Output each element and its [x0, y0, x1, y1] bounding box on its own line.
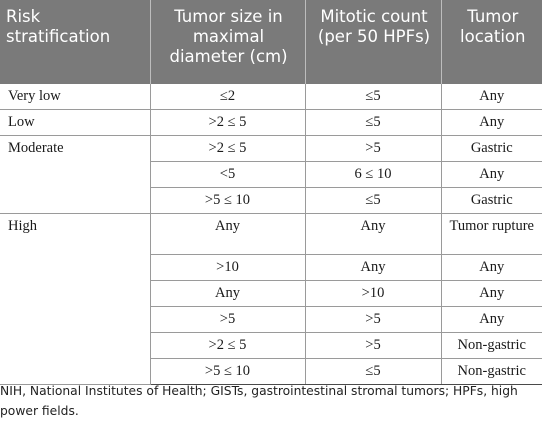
cell-size: >5 ≤ 10 [150, 358, 306, 385]
cell-stratification: Moderate [0, 135, 151, 214]
cell-mitotic: >5 [305, 332, 442, 359]
cell-mitotic: >5 [305, 306, 442, 333]
cell-mitotic: 6 ≤ 10 [305, 161, 442, 188]
table-row: Low >2 ≤ 5 ≤5 Any [0, 109, 542, 136]
cell-mitotic: ≤5 [305, 84, 442, 110]
risk-stratification-table: Risk stratification Tumor size in maxima… [0, 0, 542, 385]
table-header: Risk stratification Tumor size in maxima… [0, 0, 542, 84]
table-row: Any >10 Any [0, 280, 542, 307]
cell-location: Any [441, 109, 542, 136]
cell-size: >10 [150, 254, 306, 281]
cell-mitotic: ≤5 [305, 187, 442, 214]
cell-mitotic: >5 [305, 135, 442, 162]
header-tumor-size: Tumor size in maximal diameter (cm) [150, 0, 306, 84]
table-row: Very low ≤2 ≤5 Any [0, 84, 542, 110]
table-row: >2 ≤ 5 >5 Non-gastric [0, 332, 542, 359]
header-tumor-location: Tumor location [441, 0, 542, 84]
cell-stratification: High [0, 213, 151, 385]
cell-size: >5 ≤ 10 [150, 187, 306, 214]
table-row: >5 >5 Any [0, 306, 542, 333]
table-row: >10 Any Any [0, 254, 542, 281]
cell-location: Non-gastric [441, 332, 542, 359]
cell-mitotic: >10 [305, 280, 442, 307]
cell-location: Gastric [441, 187, 542, 214]
table-row: >5 ≤ 10 ≤5 Non-gastric [0, 358, 542, 385]
cell-mitotic: ≤5 [305, 109, 442, 136]
cell-location: Tumor rupture [441, 213, 542, 255]
table-row: Moderate >2 ≤ 5 >5 Gastric [0, 135, 542, 214]
header-mitotic-count: Mitotic count (per 50 HPFs) [305, 0, 442, 84]
cell-size: >2 ≤ 5 [150, 332, 306, 359]
table-row: High Any Any Tumor rupture [0, 213, 542, 385]
cell-size: >2 ≤ 5 [150, 135, 306, 162]
cell-stratification: Very low [0, 84, 151, 110]
cell-size: >5 [150, 306, 306, 333]
cell-location: Non-gastric [441, 358, 542, 385]
table-body: Very low ≤2 ≤5 Any Low >2 ≤ 5 ≤5 Any Mod… [0, 84, 542, 385]
header-risk-stratification: Risk stratification [0, 0, 151, 84]
cell-location: Any [441, 280, 542, 307]
table-row: >5 ≤ 10 ≤5 Gastric [0, 187, 542, 214]
table-row: <5 6 ≤ 10 Any [0, 161, 542, 188]
cell-location: Any [441, 254, 542, 281]
cell-size: Any [150, 280, 306, 307]
cell-location: Any [441, 161, 542, 188]
cell-location: Gastric [441, 135, 542, 162]
header-row: Risk stratification Tumor size in maxima… [0, 0, 542, 84]
cell-size: >2 ≤ 5 [150, 109, 306, 136]
cell-size: <5 [150, 161, 306, 188]
cell-stratification: Low [0, 109, 151, 136]
table-footnote: NIH, National Institutes of Health; GIST… [0, 384, 518, 418]
cell-location: Any [441, 84, 542, 110]
cell-location: Any [441, 306, 542, 333]
cell-mitotic: ≤5 [305, 358, 442, 385]
cell-mitotic: Any [305, 213, 442, 255]
cell-size: ≤2 [150, 84, 306, 110]
cell-size: Any [150, 213, 306, 255]
cell-mitotic: Any [305, 254, 442, 281]
